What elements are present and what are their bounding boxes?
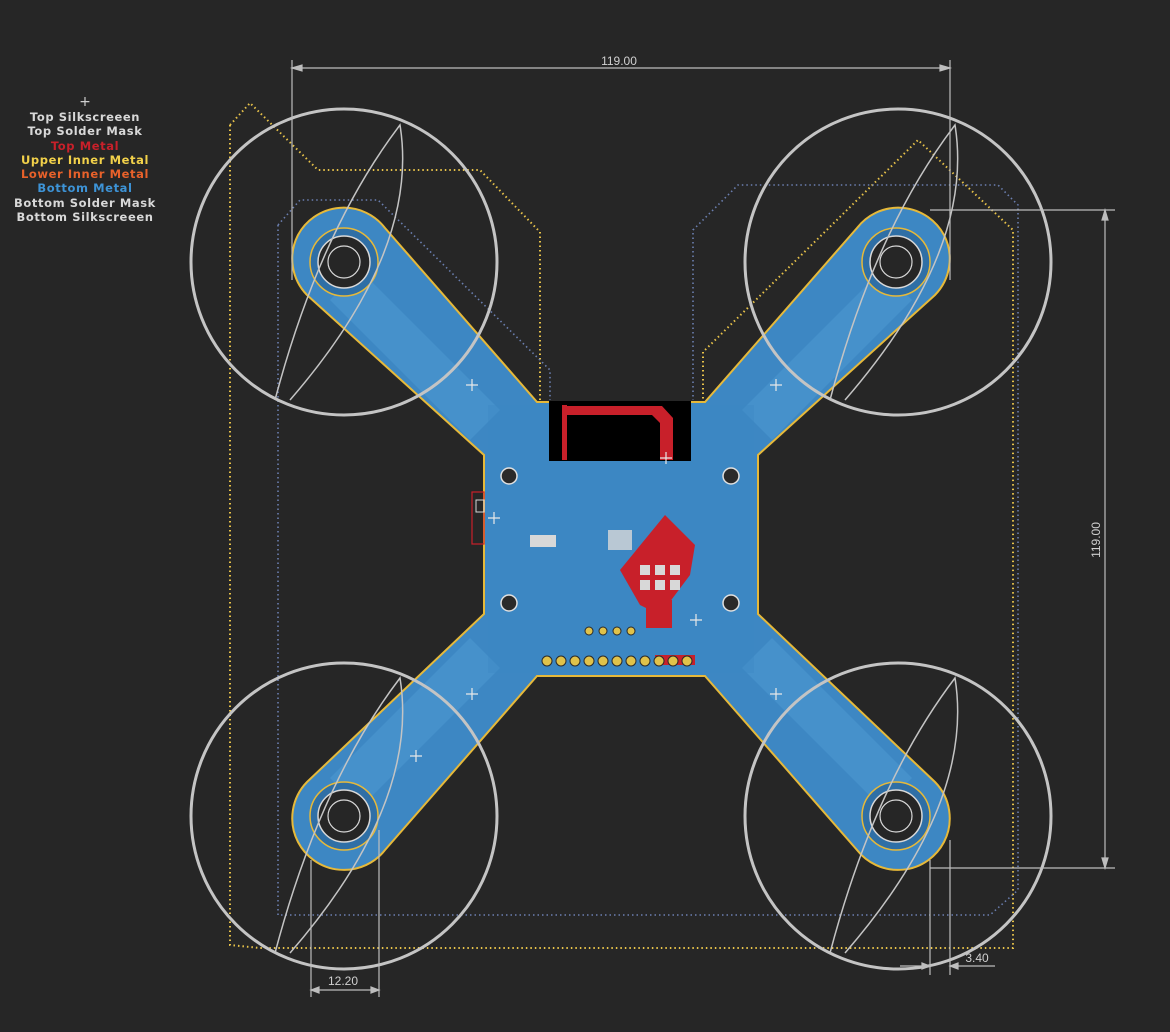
component-area — [410, 379, 782, 762]
legend-bottom-solder-mask[interactable]: Bottom Solder Mask — [14, 195, 156, 210]
mount-hole-br — [861, 781, 931, 851]
propeller-silkscreen — [189, 107, 1053, 971]
dimension-height-label: 119.00 — [1089, 522, 1103, 558]
mount-hole-tl — [309, 227, 379, 297]
legend-upper-inner-metal[interactable]: Upper Inner Metal — [20, 152, 150, 167]
dimension-mount-spacing — [309, 830, 381, 997]
legend-bottom-metal[interactable]: Bottom Metal — [37, 181, 133, 196]
mount-hole-tr — [861, 227, 931, 297]
propeller-circle-br — [743, 661, 1053, 971]
dimension-width-label: 119.00 — [601, 54, 637, 68]
dimension-mount-spacing-label: 12.20 — [328, 974, 358, 988]
legend-top-solder-mask[interactable]: Top Solder Mask — [27, 124, 143, 139]
legend-lower-inner-metal[interactable]: Lower Inner Metal — [20, 167, 150, 182]
layer-legend: + Top Silkscreeen Top Solder Mask Top Me… — [10, 94, 160, 224]
dimension-height — [930, 207, 1115, 871]
legend-bottom-silkscreen[interactable]: Bottom Silkscreeen — [16, 210, 154, 225]
mount-hole-bl — [309, 781, 379, 851]
upper-inner-metal-outline — [229, 101, 1014, 949]
legend-top-silkscreen[interactable]: Top Silkscreeen — [29, 110, 141, 124]
origin-marker: + — [79, 94, 91, 110]
dimension-edge-offset-label: 3.40 — [965, 951, 989, 965]
dimension-width — [289, 60, 953, 280]
propeller-circle-tr — [743, 107, 1053, 417]
legend-top-metal[interactable]: Top Metal — [50, 138, 120, 153]
bottom-layer-outline — [277, 184, 1019, 916]
motor-mount-holes — [309, 227, 931, 851]
dimension-edge-offset — [900, 840, 995, 975]
propeller-circle-tl — [189, 107, 499, 417]
propeller-circle-bl — [189, 661, 499, 971]
